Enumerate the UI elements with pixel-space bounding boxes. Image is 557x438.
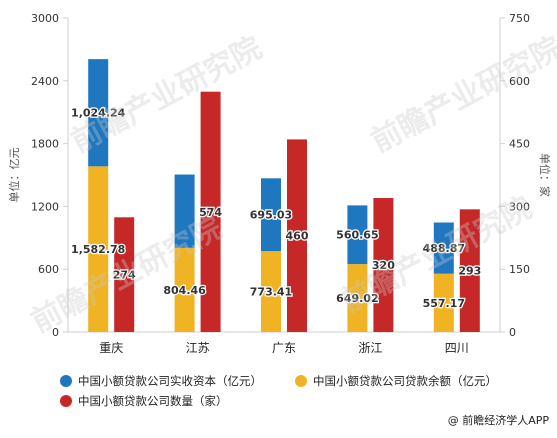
data-label-paid-in-capital: 1,024.24 — [71, 107, 126, 120]
bar-company-count — [459, 209, 480, 332]
data-label-company-count: 293 — [458, 265, 481, 278]
data-label-paid-in-capital: 560.65 — [336, 229, 378, 242]
data-label-company-count: 320 — [372, 259, 395, 272]
bar-company-count — [287, 139, 307, 332]
bar-paid-in-capital — [261, 178, 281, 252]
bar-loan-balance — [174, 247, 195, 332]
data-label-company-count: 460 — [286, 230, 309, 243]
legend-label-capital: 中国小额贷款公司实收资本（亿元） — [78, 374, 262, 388]
data-label-paid-in-capital: 695.03 — [250, 209, 292, 222]
legend-swatch-balance — [295, 375, 307, 387]
data-label-loan-balance: 804.46 — [163, 284, 206, 297]
y-tick-label-left: 600 — [38, 263, 59, 276]
y-tick-label-right: 600 — [509, 75, 530, 88]
bar-company-count — [200, 91, 221, 332]
data-label-company-count: 274 — [113, 269, 136, 282]
y-axis-left-title: 单位：亿元 — [7, 148, 21, 203]
bar-loan-balance — [347, 264, 368, 332]
x-category-label: 浙江 — [358, 341, 382, 355]
y-tick-label-left: 1800 — [31, 138, 59, 151]
data-label-loan-balance: 649.02 — [336, 292, 378, 305]
legend-swatch-count — [60, 395, 72, 407]
y-tick-label-right: 300 — [509, 200, 530, 213]
bar-company-count — [114, 217, 135, 332]
y-tick-label-right: 750 — [509, 12, 530, 25]
legend-item-capital: 中国小额贷款公司实收资本（亿元） — [60, 373, 262, 389]
x-category-label: 江苏 — [186, 341, 210, 355]
y-tick-label-left: 0 — [52, 326, 59, 339]
data-label-loan-balance: 557.17 — [423, 297, 465, 310]
x-category-label: 广东 — [272, 341, 296, 355]
source-credit: @ 前瞻经济学人APP — [447, 414, 549, 427]
bar-loan-balance — [88, 166, 109, 332]
x-category-label: 四川 — [445, 341, 469, 355]
data-label-loan-balance: 773.41 — [250, 286, 292, 299]
y-tick-label-right: 0 — [509, 326, 516, 339]
data-label-paid-in-capital: 488.87 — [423, 242, 465, 255]
y-tick-label-left: 3000 — [31, 12, 59, 25]
y-tick-label-right: 150 — [509, 263, 530, 276]
legend-label-count: 中国小额贷款公司数量（家） — [78, 394, 228, 408]
y-axis-right-title: 单位：家 — [538, 153, 552, 197]
bar-paid-in-capital — [88, 59, 109, 167]
y-tick-label-left: 2400 — [31, 75, 59, 88]
bar-paid-in-capital — [433, 222, 454, 274]
bar-loan-balance — [433, 273, 454, 332]
data-label-company-count: 574 — [199, 206, 222, 219]
legend-item-balance: 中国小额贷款公司贷款余额（亿元） — [295, 373, 497, 389]
legend-label-balance: 中国小额贷款公司贷款余额（亿元） — [313, 374, 497, 388]
bar-company-count — [373, 198, 394, 332]
legend-item-count: 中国小额贷款公司数量（家） — [60, 393, 228, 409]
bar-paid-in-capital — [347, 205, 368, 265]
data-label-loan-balance: 1,582.78 — [71, 243, 125, 256]
legend-swatch-capital — [60, 375, 72, 387]
x-category-label: 重庆 — [99, 341, 123, 355]
y-tick-label-right: 450 — [509, 138, 530, 151]
y-tick-label-left: 1200 — [31, 200, 59, 213]
bar-paid-in-capital — [174, 174, 195, 248]
bar-loan-balance — [261, 251, 281, 332]
